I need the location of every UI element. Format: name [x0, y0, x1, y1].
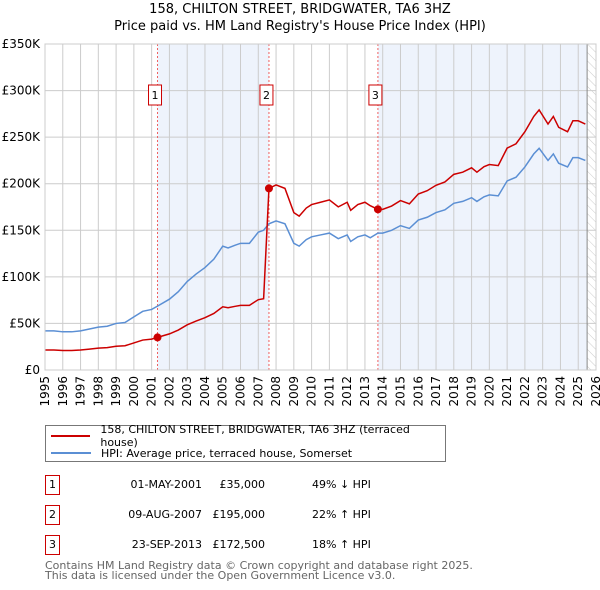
plot-area: 1995 1996 1997 1998 1999 2000 2001 2002 2003 2004…: [2, 37, 600, 407]
hpi-line: [45, 147, 586, 333]
legend-item-property: 158, CHILTON STREET, BRIDGWATER, TA6 3HZ…: [46, 423, 445, 449]
sale-number: 1: [45, 475, 60, 495]
y-tick-label: £100K: [2, 270, 42, 284]
sale-label-number: 3: [372, 89, 379, 102]
legend-label-property: 158, CHILTON STREET, BRIDGWATER, TA6 3HZ…: [100, 423, 410, 449]
sale-date: 01-MAY-2001: [130, 478, 202, 491]
x-tick-label: 2013: [358, 376, 372, 407]
sale-point: [264, 184, 273, 193]
sale-label-number: 2: [263, 89, 270, 102]
y-tick-label: £300K: [2, 84, 42, 98]
chart-title: 158, CHILTON STREET, BRIDGWATER, TA6 3HZ: [149, 2, 451, 17]
y-tick-label: £0: [25, 363, 40, 377]
x-tick-label: 2000: [127, 376, 141, 407]
x-tick-label: 2017: [429, 376, 443, 407]
sale-row-3: 3 23-SEP-2013 £172,500 18% ↑ HPI: [45, 535, 445, 555]
x-tick-label: 2018: [447, 376, 461, 407]
legend-label-hpi: HPI: Average price, terraced house, Some…: [101, 446, 353, 460]
x-tick-label: 2025: [571, 376, 585, 407]
footer-copyright: Contains HM Land Registry data © Crown c…: [45, 559, 473, 572]
x-tick-label: 1997: [74, 376, 88, 407]
sale-date: 23-SEP-2013: [131, 538, 202, 551]
x-tick-label: 2001: [145, 376, 159, 407]
x-tick-label: 2016: [411, 376, 425, 407]
x-tick-label: 1999: [109, 376, 123, 407]
sale-label-box: [148, 84, 163, 106]
sale-point: [373, 205, 382, 214]
legend-swatch-property: [51, 435, 91, 437]
chart-subtitle: Price paid vs. HM Land Registry's House …: [114, 19, 486, 34]
sale-row-2: 2 09-AUG-2007 £195,000 22% ↑ HPI: [45, 505, 445, 525]
x-tick-label: 2003: [180, 376, 194, 407]
x-tick-label: 2007: [251, 376, 265, 407]
sale-price: £35,000: [219, 478, 266, 491]
x-tick-label: 2022: [518, 376, 532, 407]
plot-border: [44, 43, 597, 371]
sale-label-box: [368, 84, 383, 106]
y-tick-label: £200K: [2, 177, 42, 191]
sale-label-box: [259, 84, 274, 106]
ownership-shade: [377, 44, 588, 370]
legend: 158, CHILTON STREET, BRIDGWATER, TA6 3HZ…: [45, 423, 446, 462]
sale-hpi-diff: 49% ↓ HPI: [312, 478, 371, 491]
sale-date: 09-AUG-2007: [128, 508, 202, 521]
sale-price: £195,000: [212, 508, 266, 521]
y-tick-label: £150K: [2, 223, 42, 237]
x-tick-label: 1995: [38, 376, 52, 407]
y-tick-label: £50K: [9, 316, 41, 330]
footer-licence: This data is licensed under the Open Gov…: [45, 569, 396, 582]
x-tick-label: 2006: [234, 376, 248, 407]
sale-number: 2: [45, 505, 60, 525]
x-tick-label: 2012: [340, 376, 354, 407]
x-tick-label: 2026: [589, 376, 600, 407]
legend-swatch-hpi: [51, 452, 91, 454]
x-tick-label: 2004: [198, 376, 212, 407]
sale-hpi-diff: 22% ↑ HPI: [312, 508, 371, 521]
x-tick-label: 2021: [500, 376, 514, 407]
x-tick-label: 2009: [287, 376, 301, 407]
x-tick-label: 2010: [305, 376, 319, 407]
x-tick-label: 2014: [376, 376, 390, 407]
x-tick-label: 2011: [322, 376, 336, 407]
x-tick-label: 2008: [269, 376, 283, 407]
sale-hpi-diff: 18% ↑ HPI: [312, 538, 371, 551]
x-tick-label: 2020: [482, 376, 496, 407]
sale-label-number: 1: [152, 89, 159, 102]
sale-point: [153, 333, 162, 342]
legend-item-hpi: HPI: Average price, terraced house, Some…: [46, 445, 352, 461]
x-tick-label: 1996: [56, 376, 70, 407]
forecast-hatch: [587, 44, 596, 370]
x-tick-label: 2005: [216, 376, 230, 407]
x-tick-label: 2024: [553, 376, 567, 407]
sale-number: 3: [45, 535, 60, 555]
ownership-shade: [157, 44, 269, 370]
sale-row-1: 1 01-MAY-2001 £35,000 49% ↓ HPI: [45, 475, 445, 495]
y-tick-label: £250K: [2, 130, 42, 144]
property-price-line: [45, 108, 586, 352]
x-tick-label: 2015: [393, 376, 407, 407]
x-tick-label: 2019: [465, 376, 479, 407]
y-tick-label: £350K: [2, 37, 42, 51]
x-tick-label: 2023: [536, 376, 550, 407]
x-tick-label: 1998: [91, 376, 105, 407]
x-tick-label: 2002: [162, 376, 176, 407]
sale-price: £172,500: [212, 538, 266, 551]
